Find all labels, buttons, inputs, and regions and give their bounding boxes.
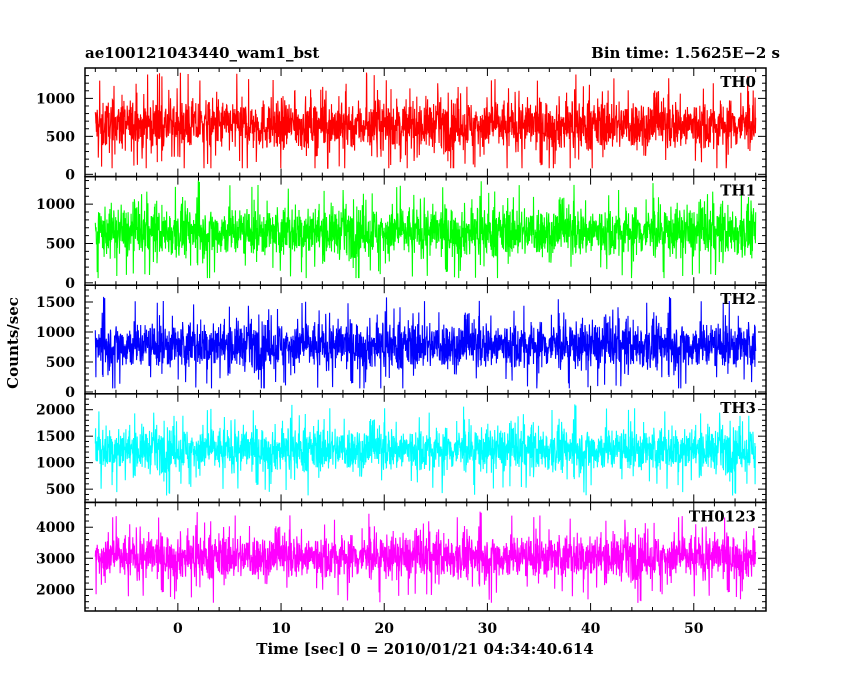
panel-th0123: 2000 3000 4000 TH0123 xyxy=(36,501,767,612)
panel-label-th3: TH3 xyxy=(720,399,756,417)
y-axis-label: Counts/sec xyxy=(4,297,22,389)
y-tick-label: 500 xyxy=(46,355,75,371)
panel-label-th1: TH1 xyxy=(720,182,756,200)
series-th0123 xyxy=(94,511,757,603)
panel-label-th2: TH2 xyxy=(720,290,756,308)
series-th0 xyxy=(94,72,757,169)
x-tick-label: 30 xyxy=(478,621,498,637)
y-tick-label: 1000 xyxy=(36,197,75,213)
y-tick-label: 2000 xyxy=(36,403,75,419)
panel-th0: 0 500 1000 TH0 xyxy=(36,67,767,183)
chart-title-left: ae100121043440_wam1_bst xyxy=(85,44,319,62)
x-tick-label: 0 xyxy=(173,621,183,637)
y-tick-label: 500 xyxy=(46,482,75,498)
x-axis-label: Time [sec] 0 = 2010/01/21 04:34:40.614 xyxy=(256,640,593,658)
panel-th1: 0 500 1000 TH1 xyxy=(36,175,767,292)
panel-label-th0123: TH0123 xyxy=(689,507,756,525)
y-tick-label: 3000 xyxy=(36,551,75,567)
y-tick-label: 1000 xyxy=(36,456,75,472)
x-tick-label: 50 xyxy=(684,621,704,637)
y-tick-label: 0 xyxy=(65,167,75,183)
x-tick-label: 40 xyxy=(581,621,601,637)
y-tick-label: 500 xyxy=(46,129,75,145)
y-tick-label: 0 xyxy=(65,385,75,401)
panel-th2: 0 500 1000 1500 TH2 xyxy=(36,284,767,401)
y-tick-label: 2000 xyxy=(36,582,75,598)
chart-title-right: Bin time: 1.5625E−2 s xyxy=(591,44,780,62)
y-tick-label: 1000 xyxy=(36,325,75,341)
series-th2 xyxy=(94,296,757,389)
y-tick-label: 1500 xyxy=(36,295,75,311)
y-tick-label: 1000 xyxy=(36,91,75,107)
series-th3 xyxy=(94,404,757,496)
y-tick-label: 4000 xyxy=(36,520,75,536)
series-th1 xyxy=(94,180,757,279)
x-tick-label: 20 xyxy=(374,621,394,637)
y-tick-label: 500 xyxy=(46,236,75,252)
x-tick-label: 10 xyxy=(271,621,291,637)
panel-th3: 500 1000 1500 2000 TH3 xyxy=(36,393,767,504)
y-tick-label: 1500 xyxy=(36,429,75,445)
y-tick-label: 0 xyxy=(65,276,75,292)
panel-label-th0: TH0 xyxy=(720,73,756,91)
